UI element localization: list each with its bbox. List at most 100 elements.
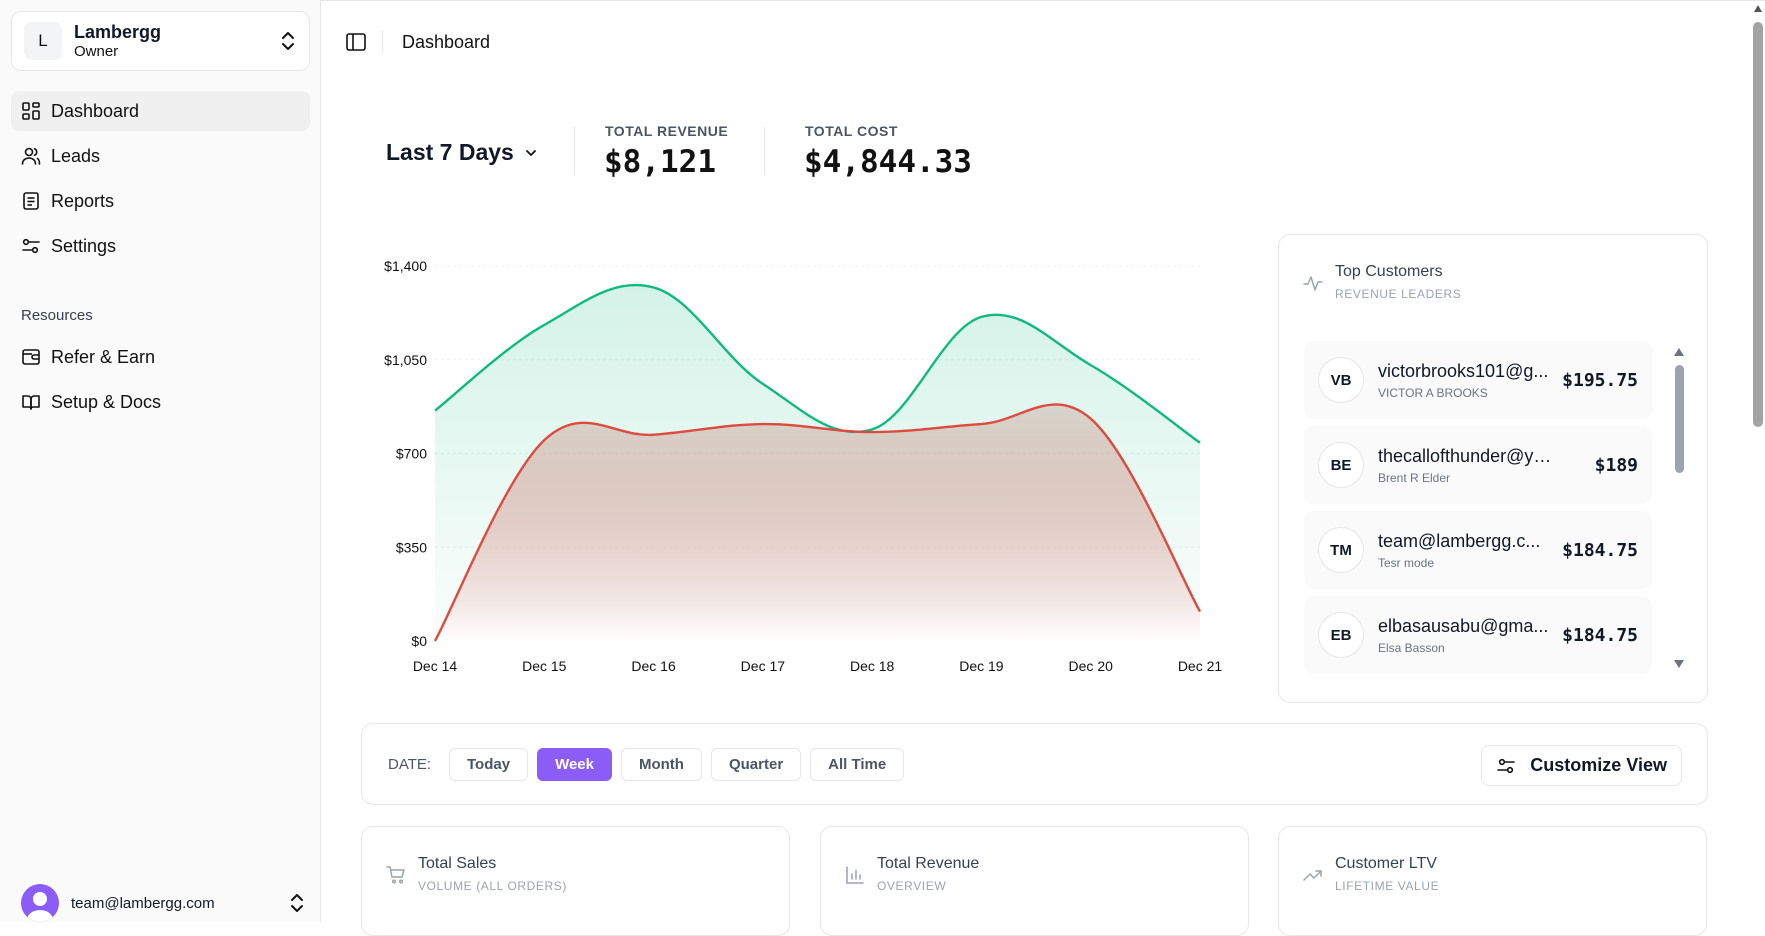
total-revenue-value: $8,121 <box>604 144 716 180</box>
kpi-divider <box>574 127 575 175</box>
total-revenue-label: TOTAL REVENUE <box>605 123 729 139</box>
activity-icon <box>1303 276 1323 291</box>
list-item[interactable]: VB victorbrooks101@g... VICTOR A BROOKS … <box>1304 341 1652 419</box>
y-tick-label: $350 <box>396 539 427 555</box>
y-tick-label: $0 <box>411 633 427 649</box>
topbar: Dashboard <box>321 0 1765 82</box>
chevrons-up-down-icon <box>282 32 294 50</box>
customize-view-label: Customize View <box>1530 755 1667 775</box>
grid-icon <box>22 102 40 120</box>
x-tick-label: Dec 14 <box>413 658 458 674</box>
avatar <box>21 884 59 922</box>
card-subtitle: LIFETIME VALUE <box>1335 879 1440 893</box>
topbar-divider <box>382 31 383 53</box>
card-subtitle: VOLUME (ALL ORDERS) <box>418 879 567 893</box>
list-item[interactable]: TM team@lambergg.c... Tesr mode $184.75 <box>1304 511 1652 589</box>
scroll-up-arrow-icon[interactable] <box>1673 347 1685 357</box>
customer-amount: $184.75 <box>1562 624 1638 646</box>
date-filter-bar: DATE: Today Week Month Quarter All Time … <box>361 723 1708 805</box>
card-subtitle: OVERVIEW <box>877 879 947 893</box>
nav-item-setup-docs[interactable]: Setup & Docs <box>11 382 310 422</box>
date-range-label: Last 7 Days <box>386 139 514 165</box>
customer-ltv-card: Customer LTV LIFETIME VALUE <box>1278 826 1707 936</box>
customer-name: Elsa Basson <box>1378 640 1445 655</box>
filter-today-button[interactable]: Today <box>449 748 529 781</box>
list-item[interactable]: EB elbasausabu@gma... Elsa Basson $184.7… <box>1304 596 1652 674</box>
bar-chart-icon <box>846 866 864 884</box>
sliders-icon <box>22 238 40 254</box>
nav-item-reports[interactable]: Reports <box>11 181 310 221</box>
avatar: VB <box>1318 357 1364 403</box>
list-item[interactable]: BE thecallofthunder@yah... Brent R Elder… <box>1304 426 1652 504</box>
series-1-area <box>435 404 1200 641</box>
scroll-down-arrow-icon[interactable] <box>1673 659 1685 669</box>
sidebar-toggle-icon[interactable] <box>345 31 367 53</box>
page-scrollbar[interactable] <box>1751 0 1765 922</box>
customer-name: VICTOR A BROOKS <box>1378 385 1488 400</box>
total-sales-card: Total Sales VOLUME (ALL ORDERS) <box>361 826 790 936</box>
nav-label: Leads <box>51 145 101 166</box>
trending-up-icon <box>1303 870 1322 881</box>
x-tick-label: Dec 15 <box>522 658 567 674</box>
scrollbar-thumb[interactable] <box>1753 22 1763 427</box>
customer-amount: $195.75 <box>1562 369 1638 391</box>
card-title: Customer LTV <box>1335 855 1437 872</box>
user-email: team@lambergg.com <box>71 894 215 912</box>
user-menu[interactable]: team@lambergg.com <box>21 884 306 922</box>
y-tick-label: $1,050 <box>384 352 427 368</box>
date-range-select[interactable]: Last 7 Days <box>386 139 538 166</box>
filter-all-time-button[interactable]: All Time <box>810 748 905 781</box>
nav-item-refer-earn[interactable]: Refer & Earn <box>11 337 310 377</box>
nav-label: Dashboard <box>51 100 140 121</box>
customer-list-scrollbar[interactable] <box>1672 347 1686 672</box>
org-switcher[interactable]: L Lambergg Owner <box>11 11 310 71</box>
users-icon <box>21 147 41 165</box>
y-tick-label: $1,400 <box>384 258 427 274</box>
resources-nav: Refer & Earn Setup & Docs <box>11 337 310 427</box>
scrollbar-thumb[interactable] <box>1675 365 1684 473</box>
top-customers-card: Top Customers REVENUE LEADERS VB victorb… <box>1278 234 1708 703</box>
filter-month-button[interactable]: Month <box>620 748 702 781</box>
filter-week-button[interactable]: Week <box>537 748 612 781</box>
chevrons-up-down-icon <box>291 894 303 912</box>
x-tick-label: Dec 16 <box>631 658 676 674</box>
customer-amount: $184.75 <box>1562 539 1638 561</box>
customer-name: Tesr mode <box>1378 555 1435 570</box>
org-name: Lambergg <box>74 22 162 43</box>
nav-label: Setup & Docs <box>51 391 162 412</box>
wallet-icon <box>22 349 40 365</box>
card-title: Top Customers <box>1335 263 1443 280</box>
kpi-divider <box>764 127 765 175</box>
chevron-down-icon <box>525 149 536 156</box>
date-filter-options: Today Week Month Quarter All Time <box>449 748 913 781</box>
customer-email: victorbrooks101@g... <box>1378 360 1549 381</box>
nav-label: Refer & Earn <box>51 346 156 367</box>
org-avatar: L <box>24 22 62 60</box>
avatar: BE <box>1318 442 1364 488</box>
x-tick-label: Dec 19 <box>959 658 1004 674</box>
card-subtitle: REVENUE LEADERS <box>1335 287 1462 301</box>
scroll-up-arrow-icon[interactable] <box>1753 4 1763 13</box>
customize-view-button[interactable]: Customize View <box>1481 745 1682 786</box>
nav-section-title: Resources <box>21 307 93 324</box>
sidebar: L Lambergg Owner Dashboard Leads Reports… <box>0 0 321 922</box>
series-1-line <box>433 403 1202 642</box>
nav-label: Reports <box>51 190 115 211</box>
document-icon <box>23 192 39 210</box>
total-cost-label: TOTAL COST <box>805 123 898 139</box>
cart-icon <box>386 866 405 884</box>
filter-quarter-button[interactable]: Quarter <box>710 748 802 781</box>
date-filter-label: DATE: <box>388 756 432 773</box>
customer-amount: $189 <box>1594 454 1638 476</box>
nav-item-dashboard[interactable]: Dashboard <box>11 91 310 131</box>
card-title: Total Sales <box>418 855 497 872</box>
x-tick-label: Dec 20 <box>1069 658 1114 674</box>
card-title: Total Revenue <box>877 855 980 872</box>
nav-item-settings[interactable]: Settings <box>11 226 310 266</box>
main-nav: Dashboard Leads Reports Settings <box>11 91 310 271</box>
nav-item-leads[interactable]: Leads <box>11 136 310 176</box>
customer-email: thecallofthunder@yah... <box>1378 445 1558 466</box>
x-tick-label: Dec 18 <box>850 658 895 674</box>
customer-email: elbasausabu@gma... <box>1378 615 1549 636</box>
org-role: Owner <box>74 42 119 60</box>
